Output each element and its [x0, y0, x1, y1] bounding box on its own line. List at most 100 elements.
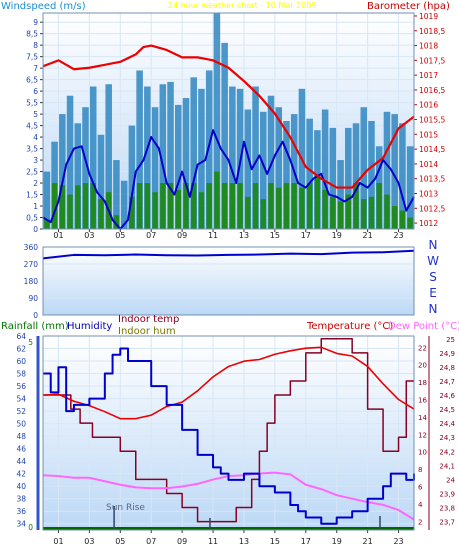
barometer-ytick-label: 1016 — [419, 101, 438, 110]
rainfall-ytick-label: 5 — [28, 338, 33, 347]
wind-ytick-label: 8 — [33, 41, 38, 50]
indoor-ytick-label: 23,9 — [439, 490, 455, 498]
average-bar — [167, 183, 174, 229]
wind-ytick-label: 6,5 — [26, 76, 38, 85]
barometer-ytick-label: 1017 — [419, 71, 438, 80]
humidity-ytick-label: 42 — [16, 470, 26, 479]
direction-ytick-label: 180 — [24, 277, 39, 286]
temp-xtick-label: 13 — [239, 537, 249, 546]
gust-bar — [213, 13, 221, 229]
gust-bar — [260, 111, 267, 229]
temp-xtick-label: 17 — [301, 537, 311, 546]
average-bar — [314, 176, 321, 229]
indoor-ytick-label: 24,7 — [439, 378, 455, 386]
average-bar — [299, 187, 305, 229]
gust-bar — [159, 84, 167, 229]
temperature-ytick-label: 6 — [418, 484, 423, 492]
average-bar — [399, 210, 406, 229]
average-bar — [67, 194, 73, 229]
average-bar — [221, 183, 228, 229]
wind-ytick-label: 4 — [33, 133, 38, 142]
gust-bar — [275, 107, 283, 229]
indoor-ytick-label: 24 — [446, 476, 455, 484]
average-bar — [136, 183, 143, 229]
wind-xtick-label: 21 — [363, 231, 373, 240]
temp-xtick-label: 09 — [177, 537, 187, 546]
gust-bar — [283, 121, 290, 229]
indoor-ytick-label: 24,2 — [439, 448, 455, 456]
wind-pressure-plot-area — [43, 13, 414, 229]
indoor-ytick-label: 23,8 — [439, 505, 455, 513]
wind-xtick-label: 01 — [53, 231, 63, 240]
dew-point-label: Dew Point (°C) — [388, 321, 459, 332]
compass-label-w: W — [427, 254, 439, 268]
compass-label-e: E — [429, 286, 437, 300]
humidity-ytick-label: 46 — [16, 445, 26, 454]
average-bar — [407, 217, 413, 229]
humidity-label: Humidity — [67, 321, 112, 332]
direction-ytick-label: 90 — [28, 294, 38, 303]
average-bar — [44, 219, 50, 229]
axes-layer: 01 03 05 07 09 11 13 15 17 19 21 2300,511,522,533,5… — [16, 12, 455, 546]
temp-xtick-label: 05 — [115, 537, 125, 546]
humidity-ytick-label: 58 — [16, 370, 26, 379]
wind-ytick-label: 3,5 — [26, 145, 38, 154]
average-bar — [51, 183, 58, 229]
barometer-line — [42, 44, 415, 189]
gust-bar — [368, 121, 375, 229]
gust-bar — [337, 160, 344, 229]
wind-ytick-label: 6 — [33, 87, 38, 96]
gust-bar — [66, 95, 74, 229]
wind-average-line — [42, 129, 415, 230]
chart-title: 24 hour weather chart - 10 Mar 2009 — [168, 1, 316, 10]
barometer-ytick-label: 1014,5 — [419, 145, 445, 154]
wind-xtick-label: 17 — [301, 231, 311, 240]
gust-bar — [97, 134, 105, 229]
wind-ytick-label: 5,5 — [26, 99, 38, 108]
gust-bar — [144, 86, 151, 229]
rainfall-ytick-label: 0 — [28, 523, 33, 532]
wind-ytick-label: 4,5 — [26, 122, 38, 131]
indoor-hum-label: Indoor hum — [118, 326, 176, 337]
indoor-ytick-label: 24,9 — [439, 350, 455, 358]
average-bar — [322, 189, 328, 229]
average-bar — [368, 196, 375, 229]
average-bar — [59, 185, 65, 229]
indoor-temp-line — [43, 338, 414, 523]
average-bar — [191, 183, 197, 229]
wind-xtick-label: 23 — [393, 231, 403, 240]
gust-bar — [128, 125, 136, 229]
temp-xtick-label: 15 — [270, 537, 280, 546]
wind-ytick-label: 7 — [33, 64, 38, 73]
gust-bar — [329, 127, 337, 229]
average-bar — [345, 194, 351, 229]
temp-xtick-label: 19 — [332, 537, 342, 546]
indoor-ytick-label: 24,8 — [439, 364, 455, 372]
temperature-ytick-label: 14 — [418, 414, 427, 422]
gust-bar — [352, 123, 360, 229]
temp-xtick-label: 11 — [208, 537, 218, 546]
wind-xtick-label: 13 — [239, 231, 249, 240]
indoor-ytick-label: 24,4 — [439, 420, 455, 428]
average-bar — [113, 215, 120, 229]
barometer-ytick-label: 1012,5 — [419, 204, 445, 213]
wind-ytick-label: 2,5 — [26, 168, 38, 177]
indoor-ytick-label: 23,7 — [439, 519, 455, 527]
average-bar — [152, 192, 158, 229]
humidity-ytick-label: 56 — [16, 382, 26, 391]
gust-bar — [399, 123, 406, 229]
wind-xtick-label: 09 — [177, 231, 187, 240]
wind-direction-line — [42, 249, 415, 260]
wind-ytick-label: 1 — [33, 202, 38, 211]
humidity-ytick-label: 48 — [16, 432, 26, 441]
average-bar — [260, 199, 266, 229]
compass-label-n-bottom: N — [429, 302, 438, 316]
gust-bar — [198, 88, 205, 229]
average-bar — [183, 183, 189, 229]
wind-ytick-label: 9 — [33, 18, 38, 27]
average-bar — [98, 199, 104, 229]
rainfall-label: Rainfall (mm) — [1, 321, 69, 332]
indoor-ytick-label: 24,5 — [439, 406, 455, 414]
